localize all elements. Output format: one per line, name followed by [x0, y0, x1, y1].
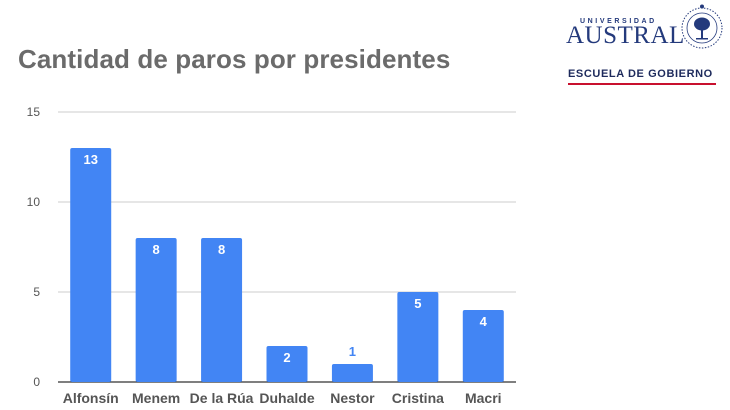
y-tick-label: 10 [27, 195, 41, 209]
bar [201, 238, 243, 382]
austral-logo: UNIVERSIDAD AUSTRAL ESCUELA DE GOBIERNO [560, 2, 726, 86]
x-tick-label: Nestor [330, 390, 375, 406]
bar [266, 346, 308, 382]
data-label: 2 [283, 350, 290, 365]
chart-title: Cantidad de paros por presidentes [18, 44, 451, 74]
x-tick-label: Alfonsín [63, 390, 119, 406]
bar [70, 148, 112, 382]
data-label: 1 [349, 344, 356, 359]
logo-university-text: UNIVERSIDAD [580, 18, 657, 25]
logo-austral-text: AUSTRAL [566, 22, 685, 49]
y-tick-label: 5 [33, 285, 40, 299]
bar [397, 292, 439, 382]
data-label: 13 [83, 152, 97, 167]
logo-divider [568, 83, 716, 85]
x-tick-label: De la Rúa [190, 390, 254, 406]
bar [135, 238, 177, 382]
y-tick-label: 0 [33, 375, 40, 389]
data-label: 5 [414, 296, 421, 311]
data-label: 8 [153, 242, 160, 257]
x-tick-label: Cristina [392, 390, 444, 406]
data-label: 8 [218, 242, 225, 257]
bar [331, 364, 373, 382]
x-tick-label: Macri [465, 390, 502, 406]
x-tick-label: Duhalde [259, 390, 314, 406]
seal-icon [681, 4, 723, 49]
x-tick-label: Menem [132, 390, 180, 406]
data-label: 4 [480, 314, 488, 329]
y-tick-label: 15 [27, 105, 41, 119]
logo-school-text: ESCUELA DE GOBIERNO [568, 68, 713, 80]
bar [462, 310, 504, 382]
